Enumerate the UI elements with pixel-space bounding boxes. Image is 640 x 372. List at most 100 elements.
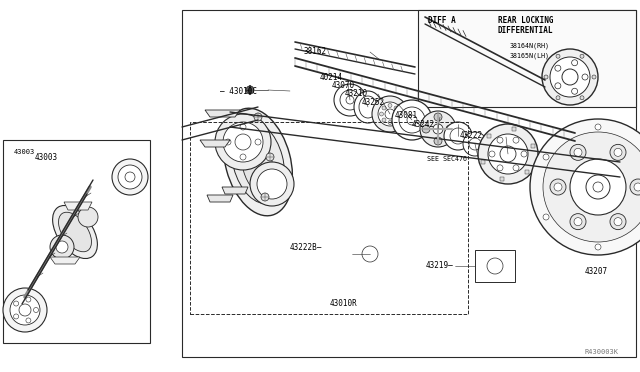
Ellipse shape (232, 121, 285, 203)
Circle shape (500, 146, 516, 162)
Text: 43242: 43242 (412, 119, 435, 128)
Circle shape (582, 74, 588, 80)
Ellipse shape (58, 212, 92, 252)
Circle shape (554, 183, 562, 191)
Circle shape (614, 218, 622, 226)
Circle shape (407, 115, 417, 125)
Circle shape (225, 139, 231, 145)
Circle shape (570, 144, 586, 160)
Circle shape (397, 112, 401, 116)
Circle shape (488, 134, 528, 174)
Text: DIFFERENTIAL: DIFFERENTIAL (498, 26, 554, 35)
Polygon shape (500, 177, 504, 182)
Circle shape (487, 258, 503, 274)
Circle shape (593, 182, 603, 192)
Circle shape (434, 113, 442, 121)
Circle shape (392, 100, 432, 140)
Circle shape (543, 154, 549, 160)
Circle shape (469, 138, 481, 150)
Circle shape (215, 114, 271, 170)
Text: 43207: 43207 (585, 267, 608, 276)
Circle shape (380, 112, 383, 116)
Polygon shape (64, 202, 92, 210)
Polygon shape (50, 257, 80, 264)
Polygon shape (207, 195, 233, 202)
Ellipse shape (52, 205, 97, 259)
Text: 43010R: 43010R (330, 299, 358, 308)
Circle shape (388, 103, 392, 108)
Text: 43219—: 43219— (426, 262, 454, 270)
Circle shape (3, 288, 47, 332)
Circle shape (556, 54, 560, 58)
Circle shape (420, 111, 456, 147)
Circle shape (555, 65, 561, 71)
Circle shape (19, 304, 31, 316)
Circle shape (78, 207, 98, 227)
Circle shape (450, 128, 466, 144)
Circle shape (634, 183, 640, 191)
Circle shape (574, 148, 582, 156)
Circle shape (444, 122, 472, 150)
Text: 43252: 43252 (362, 97, 385, 106)
Circle shape (261, 193, 269, 201)
Circle shape (562, 69, 578, 85)
Circle shape (497, 137, 503, 143)
Circle shape (478, 124, 538, 184)
Circle shape (378, 102, 402, 126)
Circle shape (56, 241, 68, 253)
Circle shape (630, 179, 640, 195)
Circle shape (433, 124, 443, 134)
Circle shape (254, 113, 262, 121)
Text: DIFF A: DIFF A (428, 16, 456, 25)
Text: 40214: 40214 (320, 73, 343, 81)
Circle shape (572, 60, 578, 66)
Circle shape (570, 214, 586, 230)
Circle shape (550, 57, 590, 97)
Circle shape (542, 49, 598, 105)
Circle shape (33, 308, 38, 312)
Circle shape (240, 154, 246, 160)
Circle shape (13, 314, 19, 319)
Circle shape (340, 90, 360, 110)
Circle shape (497, 165, 503, 171)
Circle shape (118, 165, 142, 189)
Circle shape (240, 124, 246, 130)
Text: 43003: 43003 (14, 149, 35, 155)
Circle shape (580, 96, 584, 100)
Text: 38162: 38162 (304, 46, 327, 55)
Circle shape (223, 122, 263, 162)
Ellipse shape (242, 140, 274, 194)
Circle shape (112, 159, 148, 195)
Circle shape (50, 235, 74, 259)
Circle shape (555, 83, 561, 89)
Circle shape (521, 151, 527, 157)
Polygon shape (481, 160, 485, 164)
Circle shape (26, 297, 31, 302)
Circle shape (26, 318, 31, 323)
Circle shape (463, 132, 487, 156)
Circle shape (544, 75, 548, 79)
Circle shape (394, 106, 398, 110)
Polygon shape (531, 144, 535, 148)
Circle shape (556, 96, 560, 100)
Circle shape (422, 125, 430, 133)
Circle shape (250, 162, 294, 206)
Text: R430003K: R430003K (585, 349, 619, 355)
Text: 43222B—: 43222B— (290, 243, 323, 251)
Circle shape (365, 249, 375, 259)
Text: 38165N(LH): 38165N(LH) (510, 53, 550, 59)
Circle shape (13, 301, 19, 306)
Circle shape (570, 159, 626, 215)
Circle shape (513, 165, 519, 171)
Circle shape (388, 121, 392, 125)
Circle shape (10, 295, 40, 325)
Polygon shape (222, 187, 248, 194)
Circle shape (246, 86, 254, 94)
Text: 43081: 43081 (395, 110, 418, 119)
Circle shape (346, 96, 354, 104)
Circle shape (595, 244, 601, 250)
Text: 43210: 43210 (345, 89, 368, 97)
Polygon shape (512, 126, 516, 131)
Circle shape (372, 96, 408, 132)
Circle shape (362, 246, 378, 262)
